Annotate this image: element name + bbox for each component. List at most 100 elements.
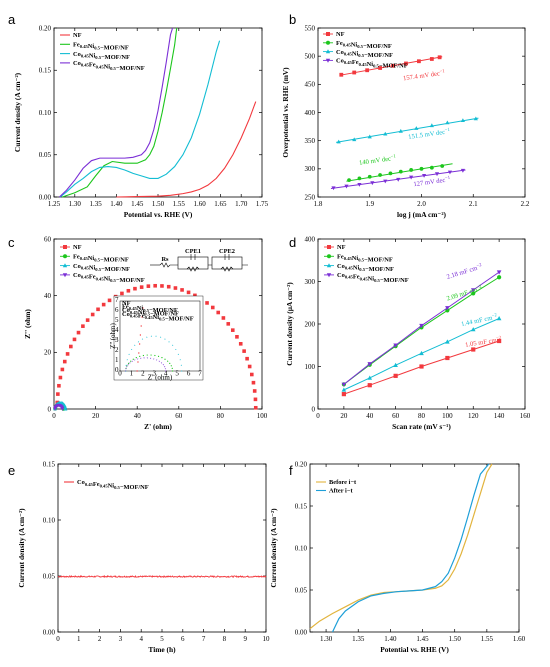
inset-tick-label: 2: [115, 346, 119, 354]
legend-marker: [325, 58, 331, 63]
text-span: Ni: [351, 42, 358, 49]
inset-point: [131, 360, 133, 363]
inset-tick-label: 4: [115, 326, 119, 334]
subscript: 0.45: [130, 310, 139, 315]
inset-point: [128, 353, 130, 355]
inset-point: [134, 344, 136, 346]
inset-point: [157, 355, 160, 357]
legend-entry: Before i−t: [329, 479, 357, 486]
text-span: Co: [73, 51, 81, 58]
y-tick-label: 400: [305, 235, 316, 243]
inset-point: [160, 362, 163, 364]
x-tick-label: 1.65: [214, 200, 227, 208]
inset-legend-entry: Co0.45Ni0.5−MOF/NF: [122, 307, 179, 317]
subscript: 0.5: [358, 53, 364, 58]
plot-frame: [53, 238, 263, 410]
y-tick-label: 20: [44, 349, 52, 357]
plot-frame: [57, 463, 267, 633]
x-tick-label: 140: [494, 412, 505, 420]
y-tick-label: 0.05: [39, 151, 52, 159]
superscript: −1: [439, 69, 445, 75]
legend-marker: [326, 40, 330, 45]
legend-entry: Co0.45Fe0.45Ni0.5−MOF/NF: [73, 272, 145, 284]
panel-label: c: [8, 235, 15, 250]
inset-point: [159, 336, 162, 338]
x-tick-label: 1.9: [365, 200, 374, 208]
panel-label: d: [289, 235, 296, 250]
inset-point: [158, 360, 160, 363]
inset-tick-label: 0: [118, 370, 122, 378]
data-point: [245, 356, 249, 361]
data-point: [60, 367, 65, 372]
slope-annotation: 151.5 mV dec−1: [408, 128, 451, 141]
text-span: Ni: [88, 43, 95, 50]
resistor-rct: [186, 266, 200, 272]
data-point: [173, 286, 178, 290]
text-span: Co: [73, 272, 81, 279]
subscript: 0.45: [81, 265, 90, 270]
inset-point: [162, 364, 164, 366]
data-point: [429, 123, 434, 128]
inset-point: [146, 354, 148, 356]
subscript: 0.5: [110, 66, 116, 71]
text-span: NF: [336, 31, 345, 38]
data-point: [383, 131, 388, 136]
inset-point: [125, 368, 127, 370]
y-tick-label: 0.10: [39, 109, 52, 117]
y-axis-label: Current density (A cm⁻²): [17, 508, 26, 588]
legend-entry: Fe0.45Ni0.5−MOF/NF: [73, 254, 129, 264]
data-point: [252, 389, 257, 393]
subscript: 0.5: [143, 308, 149, 313]
data-point: [367, 375, 373, 380]
panel-e: 0 1 2 3 4 5 6 7 8 9 10 0.00 0.05 0.10 0.15 Time (h) Curr…: [8, 460, 270, 654]
inset-tick-label: 5: [175, 370, 179, 378]
x-tick-label: 1.55: [481, 635, 494, 643]
x-tick-label: 60: [392, 412, 400, 420]
text-span: Co: [122, 307, 130, 314]
inset-tick-label: 2: [141, 370, 145, 378]
inset-point: [135, 357, 137, 359]
x-tick-label: 80: [217, 412, 225, 420]
x-tick-label: 1.30: [320, 635, 333, 643]
x-tick-label: 20: [92, 412, 100, 420]
inset-point: [134, 359, 136, 361]
data-point: [383, 179, 388, 184]
y-tick-label: 0.10: [295, 544, 308, 552]
text-span: Ni: [352, 255, 359, 262]
text-span: Ni: [153, 314, 160, 321]
data-point: [69, 344, 73, 349]
subscript: 0.5: [374, 278, 380, 283]
inset-point: [164, 368, 167, 370]
x-axis-label: Potential vs. RHE (V): [124, 210, 193, 219]
text-span: −MOF/NF: [100, 45, 129, 52]
circuit-label: CPE2: [219, 248, 235, 255]
inset-point: [169, 362, 171, 364]
text-span: Fe: [73, 42, 80, 49]
x-tick-label: 2.1: [469, 200, 478, 208]
panel-b: 1.8 1.9 2.0 2.1 2.2 250 300 350 400 450 500 550 log …: [281, 12, 530, 219]
inset-frame: [119, 300, 201, 372]
legend-entry: NF: [337, 244, 346, 251]
data-point: [398, 169, 403, 174]
legend-marker: [63, 254, 67, 259]
subscript: 0.5: [358, 258, 364, 263]
data-point: [347, 178, 351, 183]
x-tick-label: 0: [56, 635, 60, 643]
inset-point: [137, 361, 139, 363]
data-point: [378, 173, 382, 177]
legend-entry: After i−t: [329, 488, 353, 495]
subscript: 0.45: [81, 53, 90, 58]
x-tick-label: 1.25: [48, 200, 61, 208]
x-axis-label: log j (mA cm⁻²): [397, 210, 447, 219]
panel-a: 1.25 1.30 1.35 1.40 1.45 1.50 1.55 1.60 1.65 1.70…: [8, 12, 269, 219]
data-point: [146, 284, 151, 288]
panel-label: f: [289, 463, 293, 478]
subscript: 0.45: [81, 63, 90, 68]
inset-tick-label: 0: [115, 366, 119, 374]
subscript: 0.45: [96, 276, 105, 281]
text-span: Ni: [137, 305, 144, 312]
inset-point: [136, 370, 138, 372]
data-point: [471, 347, 476, 352]
data-point: [445, 355, 450, 361]
data-point: [398, 128, 403, 133]
